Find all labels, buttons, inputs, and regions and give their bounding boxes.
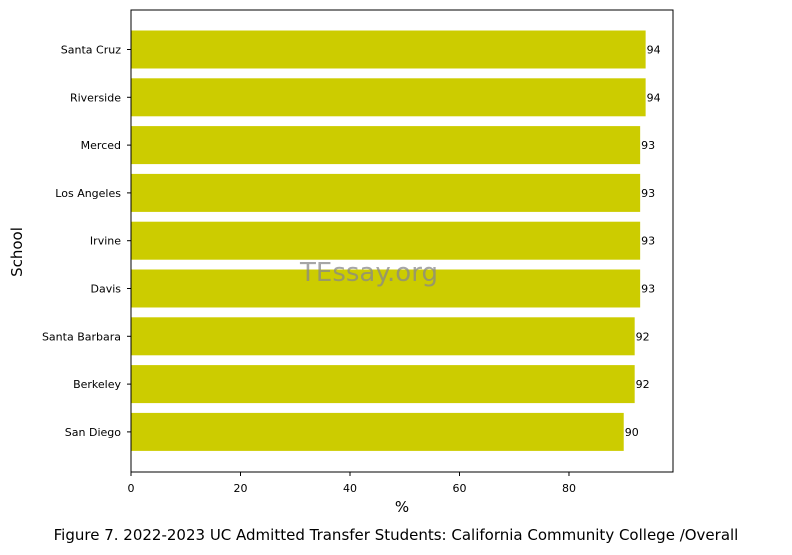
bar-value-label: 93 [641, 187, 655, 200]
bar [131, 221, 641, 260]
y-axis: Santa Cruz Riverside Merced Los Angeles Irvi… [42, 44, 131, 439]
bar-value-label: 93 [641, 283, 655, 296]
y-tick-label: Davis [90, 283, 121, 296]
bar-value-label: 92 [636, 330, 650, 343]
bar-value-label: 92 [636, 378, 650, 391]
watermark: TEssay.org [299, 258, 438, 288]
bar [131, 126, 641, 165]
x-tick-label: 40 [343, 482, 357, 495]
bars-group [131, 30, 646, 451]
x-tick-label: 80 [562, 482, 576, 495]
y-tick-label: Riverside [70, 91, 121, 104]
bar-value-label: 90 [625, 426, 639, 439]
figure-caption: Figure 7. 2022-2023 UC Admitted Transfer… [53, 526, 739, 544]
bar [131, 269, 641, 308]
value-labels-group: 94 94 93 93 93 93 92 92 90 [625, 44, 661, 439]
bar-value-label: 94 [647, 91, 661, 104]
y-tick-label: Santa Barbara [42, 330, 121, 343]
y-tick-label: Berkeley [73, 378, 121, 391]
bar-value-label: 93 [641, 139, 655, 152]
x-tick-label: 60 [452, 482, 466, 495]
bar [131, 317, 635, 356]
y-axis-label: School [8, 227, 26, 277]
y-tick-label: Merced [81, 139, 121, 152]
bar [131, 365, 635, 404]
x-tick-label: 20 [233, 482, 247, 495]
x-tick-label: 0 [128, 482, 135, 495]
x-axis-label: % [395, 498, 409, 516]
bar [131, 30, 646, 69]
bar-value-label: 93 [641, 235, 655, 248]
x-axis: 0 20 40 60 80 [128, 472, 576, 495]
y-tick-label: Los Angeles [55, 187, 121, 200]
y-tick-label: Santa Cruz [61, 44, 121, 57]
bar [131, 412, 624, 451]
bar [131, 173, 641, 212]
bar-value-label: 94 [647, 44, 661, 57]
y-tick-label: San Diego [65, 426, 121, 439]
bar [131, 78, 646, 117]
y-tick-label: Irvine [90, 235, 121, 248]
